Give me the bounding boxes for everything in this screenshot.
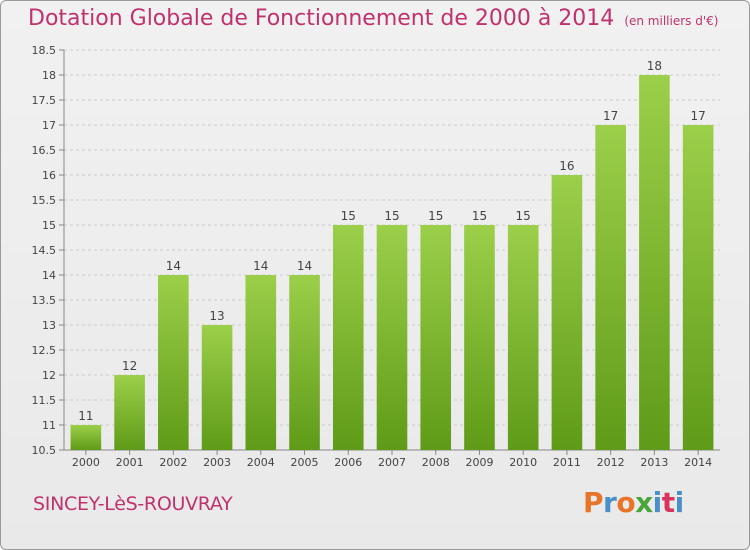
data-label: 16 bbox=[559, 159, 574, 173]
bar bbox=[114, 375, 145, 450]
y-tick-label: 12.5 bbox=[32, 344, 57, 357]
logo-letter: x bbox=[635, 486, 653, 519]
bar bbox=[376, 225, 408, 450]
proxiti-logo: Proxiti bbox=[583, 486, 684, 519]
data-label: 12 bbox=[122, 359, 137, 373]
y-tick-label: 18.5 bbox=[32, 44, 57, 57]
data-label: 18 bbox=[647, 59, 662, 73]
x-tick-label: 2004 bbox=[247, 456, 275, 469]
data-label: 15 bbox=[341, 209, 356, 223]
data-label: 14 bbox=[253, 259, 268, 273]
bar bbox=[682, 125, 714, 450]
bar bbox=[507, 225, 539, 450]
x-tick-label: 2000 bbox=[72, 456, 100, 469]
bar bbox=[551, 175, 583, 450]
y-tick-label: 15 bbox=[42, 219, 56, 232]
data-labels: 11 12 14 13 14 14 15 15 15 15 15 16 17 18 17 bbox=[78, 59, 706, 423]
data-label: 15 bbox=[428, 209, 443, 223]
data-label: 14 bbox=[166, 259, 181, 273]
x-tick-label: 2012 bbox=[597, 456, 625, 469]
unit-note: (en milliers d'€) bbox=[624, 14, 719, 28]
y-tick-labels: 10.5 11 11.5 12 12.5 13 13.5 14 14.5 15 15.5 16 16.5… bbox=[32, 44, 57, 457]
bar bbox=[158, 275, 189, 450]
x-tick-label: 2010 bbox=[509, 456, 537, 469]
x-tick-label: 2007 bbox=[378, 456, 406, 469]
bar bbox=[332, 225, 364, 450]
x-tick-label: 2005 bbox=[291, 456, 319, 469]
y-tick-label: 13 bbox=[42, 319, 56, 332]
data-label: 15 bbox=[472, 209, 487, 223]
data-label: 13 bbox=[209, 309, 224, 323]
y-tick-label: 18 bbox=[42, 69, 56, 82]
bar bbox=[595, 125, 626, 450]
data-label: 15 bbox=[384, 209, 399, 223]
logo-letter: i bbox=[674, 486, 685, 519]
chart-title: Dotation Globale de Fonctionnement de 20… bbox=[28, 6, 615, 31]
bar bbox=[420, 225, 452, 450]
y-tick-label: 16.5 bbox=[32, 144, 57, 157]
y-tick-label: 11 bbox=[42, 419, 56, 432]
commune-name: SINCEY-LèS-ROUVRAY bbox=[33, 493, 233, 515]
logo-letter: r bbox=[603, 486, 617, 519]
title-row: Dotation Globale de Fonctionnement de 20… bbox=[28, 6, 718, 31]
bar bbox=[289, 275, 320, 450]
data-label: 11 bbox=[78, 409, 93, 423]
x-tick-label: 2008 bbox=[422, 456, 450, 469]
data-label: 17 bbox=[690, 109, 705, 123]
x-tick-label: 2014 bbox=[684, 456, 712, 469]
y-tick-label: 11.5 bbox=[32, 394, 57, 407]
bar bbox=[70, 425, 102, 450]
logo-letter: o bbox=[616, 486, 636, 519]
y-tick-label: 12 bbox=[42, 369, 56, 382]
logo-letter: t bbox=[661, 486, 675, 519]
data-label: 14 bbox=[297, 259, 312, 273]
y-tick-label: 14.5 bbox=[32, 244, 57, 257]
y-tick-label: 17.5 bbox=[32, 94, 57, 107]
x-tick-label: 2001 bbox=[116, 456, 144, 469]
data-label: 17 bbox=[603, 109, 618, 123]
bar bbox=[464, 225, 495, 450]
x-tick-label: 2006 bbox=[334, 456, 362, 469]
logo-letter: i bbox=[652, 486, 663, 519]
bar bbox=[639, 75, 670, 450]
x-tick-label: 2009 bbox=[465, 456, 493, 469]
y-tick-label: 15.5 bbox=[32, 194, 57, 207]
bar bbox=[201, 325, 233, 450]
bar bbox=[245, 275, 277, 450]
bars bbox=[70, 75, 714, 450]
y-tick-label: 10.5 bbox=[32, 444, 57, 457]
y-tick-label: 14 bbox=[42, 269, 56, 282]
x-tick-label: 2013 bbox=[640, 456, 668, 469]
data-label: 15 bbox=[516, 209, 531, 223]
y-tick-label: 17 bbox=[42, 119, 56, 132]
x-tick-label: 2002 bbox=[159, 456, 187, 469]
logo-letter: P bbox=[583, 486, 604, 519]
y-tick-label: 13.5 bbox=[32, 294, 57, 307]
x-tick-label: 2003 bbox=[203, 456, 231, 469]
x-tick-labels: 2000 2001 2002 2003 2004 2005 2006 2007 2008 2009… bbox=[72, 450, 712, 469]
x-tick-label: 2011 bbox=[553, 456, 581, 469]
y-tick-label: 16 bbox=[42, 169, 56, 182]
